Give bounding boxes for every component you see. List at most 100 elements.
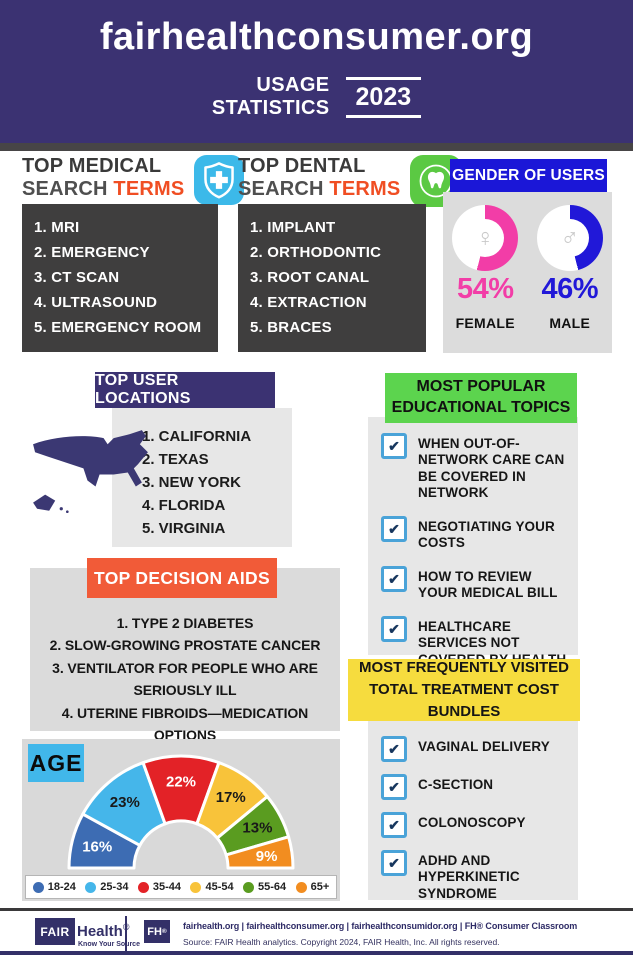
checkbox-checked[interactable]: ✔ (381, 736, 407, 762)
bundle-label: C-SECTION (418, 777, 494, 792)
male-symbol: ♂ (550, 219, 589, 257)
location-item: 4. FLORIDA (142, 497, 226, 514)
legend-label: 45-54 (205, 881, 234, 893)
site-title: fairhealthconsumer.org (99, 16, 534, 58)
checkbox-checked[interactable]: ✔ (381, 850, 407, 876)
terms-word: TERMS (329, 178, 401, 200)
medical-title-line1: TOP MEDICAL (22, 155, 162, 177)
dental-term-item: 1. IMPLANT (250, 219, 336, 236)
age-section-header: AGE (28, 744, 84, 782)
locations-list: 1. CALIFORNIA 2. TEXAS 3. NEW YORK 4. FL… (142, 425, 292, 540)
legend-item: 35-44 (137, 881, 182, 893)
bundle-row: ✔ ADHD AND HYPERKINETIC SYNDROME (381, 850, 570, 902)
dental-term-item: 5. BRACES (250, 319, 332, 336)
male-label: MALE (549, 315, 591, 331)
legend-dot (190, 881, 202, 893)
male-donut-chart: ♂ (536, 205, 603, 271)
footer: FAIR Health® Know Your Source FH® fairhe… (0, 908, 633, 954)
age-segment-value-label: 17% (216, 789, 246, 806)
usage-line: USAGE (256, 74, 330, 96)
female-symbol: ♀ (466, 219, 505, 257)
female-label: FEMALE (455, 315, 515, 331)
registered-mark: ® (161, 928, 167, 935)
age-segment-value-label: 9% (256, 848, 278, 865)
bundle-label: COLONOSCOPY (418, 815, 526, 830)
decision-aids-section-header: TOP DECISION AIDS (87, 558, 277, 598)
male-column: ♂ 46% MALE (528, 192, 613, 353)
decision-aid-item: 4. UTERINE FIBROIDS—MEDICATION OPTIONS (61, 704, 309, 743)
female-donut-chart: ♀ (452, 205, 519, 271)
legend-dot (137, 881, 149, 893)
checkbox-checked[interactable]: ✔ (381, 812, 407, 838)
bundle-label: ADHD AND HYPERKINETIC SYNDROME (418, 853, 520, 901)
legend-item: 65+ (295, 881, 330, 893)
footer-links[interactable]: fairhealth.org | fairhealthconsumer.org … (183, 921, 578, 931)
health-word: Health (77, 923, 123, 940)
fh-word: FH (147, 925, 162, 938)
age-segment-value-label: 13% (242, 820, 272, 837)
cost-bundles-section-header: MOST FREQUENTLY VISITED TOTAL TREATMENT … (348, 659, 580, 721)
edu-header-line1: MOST POPULAR (416, 378, 546, 396)
checkbox-checked[interactable]: ✔ (381, 515, 407, 542)
dental-section-heading: TOP DENTAL SEARCH TERMS (238, 155, 463, 207)
medical-term-item: 5. EMERGENCY ROOM (34, 319, 202, 336)
legend-label: 25-34 (100, 881, 129, 893)
bundle-header-line1: MOST FREQUENTLY VISITED (358, 659, 570, 677)
legend-item: 25-34 (85, 881, 128, 893)
topic-label: NEGOTIATING YOUR COSTS (418, 518, 555, 551)
legend-label: 65+ (310, 881, 330, 893)
legend-item: 45-54 (190, 881, 234, 893)
female-column: ♀ 54% FEMALE (443, 192, 528, 353)
topic-row: ✔ HOW TO REVIEW YOUR MEDICAL BILL (381, 565, 570, 602)
decision-aid-item: 3. VENTILATOR FOR PEOPLE WHO ARE SERIOUS… (52, 659, 318, 699)
checkbox-checked[interactable]: ✔ (381, 774, 407, 800)
age-segment-value-label: 23% (110, 794, 140, 811)
medical-term-item: 1. MRI (34, 219, 80, 236)
gender-card: ♀ 54% FEMALE ♂ 46% MALE (443, 192, 612, 353)
dental-terms-list: 1. IMPLANT 2. ORTHODONTIC 3. ROOT CANAL … (238, 204, 426, 352)
bottom-strip (0, 951, 633, 955)
legend-label: 18-24 (47, 881, 76, 893)
dental-term-item: 3. ROOT CANAL (250, 269, 370, 286)
age-segment-value-label: 22% (166, 774, 196, 791)
female-percentage: 54% (456, 273, 514, 305)
fair-health-logo: FAIR (35, 918, 75, 945)
statistics-line: STATISTICS (211, 97, 330, 119)
location-item: 3. NEW YORK (142, 474, 241, 491)
medical-title: TOP MEDICAL SEARCH TERMS (22, 155, 184, 201)
usage-statistics-label: USAGE STATISTICS (212, 74, 330, 120)
dental-title-line1: TOP DENTAL (238, 155, 366, 177)
legend-item: 55-64 (243, 881, 286, 893)
medical-section-heading: TOP MEDICAL SEARCH TERMS (22, 155, 245, 205)
fair-health-logo-text: Health® (77, 922, 129, 940)
dental-title-line2: SEARCH TERMS (238, 178, 400, 201)
usa-map (33, 430, 148, 514)
shield-cross-icon (194, 155, 245, 205)
dental-term-item: 4. EXTRACTION (250, 294, 367, 311)
bundle-row: ✔ VAGINAL DELIVERY (381, 736, 570, 762)
topic-row: ✔ NEGOTIATING YOUR COSTS (381, 515, 570, 552)
legend-label: 35-44 (152, 881, 182, 893)
legend-dot (243, 881, 255, 893)
header-divider (0, 143, 633, 151)
checkbox-checked[interactable]: ✔ (381, 615, 407, 642)
legend-item: 18-24 (32, 881, 76, 893)
legend-label: 55-64 (258, 881, 287, 893)
age-legend: 18-24 25-34 35-44 45-54 55-64 65+ (25, 875, 337, 899)
footer-divider (125, 916, 127, 951)
male-percentage: 46% (541, 273, 599, 305)
bundle-header-line2: TOTAL TREATMENT COST BUNDLES (369, 681, 559, 720)
checkbox-checked[interactable]: ✔ (381, 433, 407, 459)
legend-dot (32, 881, 44, 893)
medical-title-line2: SEARCH TERMS (22, 178, 184, 201)
checkbox-checked[interactable]: ✔ (381, 565, 407, 592)
age-segment-65+ (224, 835, 295, 870)
location-item: 2. TEXAS (142, 451, 209, 468)
age-segment-value-label: 16% (82, 838, 112, 855)
decision-aid-item: 1. TYPE 2 DIABETES (116, 615, 254, 631)
search-word: SEARCH (238, 178, 324, 200)
bundle-row: ✔ COLONOSCOPY (381, 812, 570, 838)
cost-bundles-card: ✔ VAGINAL DELIVERY ✔ C-SECTION ✔ COLONOS… (368, 721, 578, 949)
dental-term-item: 2. ORTHODONTIC (250, 244, 382, 261)
medical-term-item: 4. ULTRASOUND (34, 294, 158, 311)
